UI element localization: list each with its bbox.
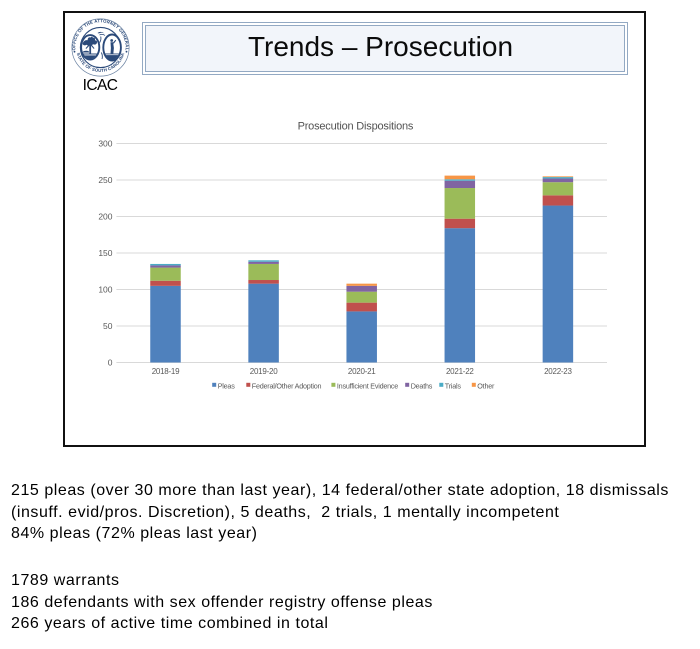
svg-text:2022-23: 2022-23: [544, 367, 572, 376]
svg-text:200: 200: [98, 212, 112, 222]
svg-text:2018-19: 2018-19: [152, 367, 180, 376]
svg-text:Pleas: Pleas: [218, 381, 236, 390]
svg-text:150: 150: [98, 248, 112, 258]
svg-text:50: 50: [103, 321, 113, 331]
svg-text:300: 300: [98, 139, 112, 149]
svg-text:2021-22: 2021-22: [446, 367, 474, 376]
svg-text:2020-21: 2020-21: [348, 367, 376, 376]
svg-text:Insufficient Evidence: Insufficient Evidence: [337, 381, 398, 390]
svg-text:2019-20: 2019-20: [250, 367, 278, 376]
svg-text:100: 100: [98, 285, 112, 295]
svg-text:Deaths: Deaths: [411, 381, 433, 390]
svg-text:0: 0: [108, 358, 113, 368]
svg-text:Federal/Other Adoption: Federal/Other Adoption: [252, 381, 322, 390]
svg-text:Prosecution Dispositions: Prosecution Dispositions: [298, 121, 414, 133]
svg-text:Trials: Trials: [445, 381, 462, 390]
svg-text:Other: Other: [477, 381, 495, 390]
svg-text:250: 250: [98, 175, 112, 185]
